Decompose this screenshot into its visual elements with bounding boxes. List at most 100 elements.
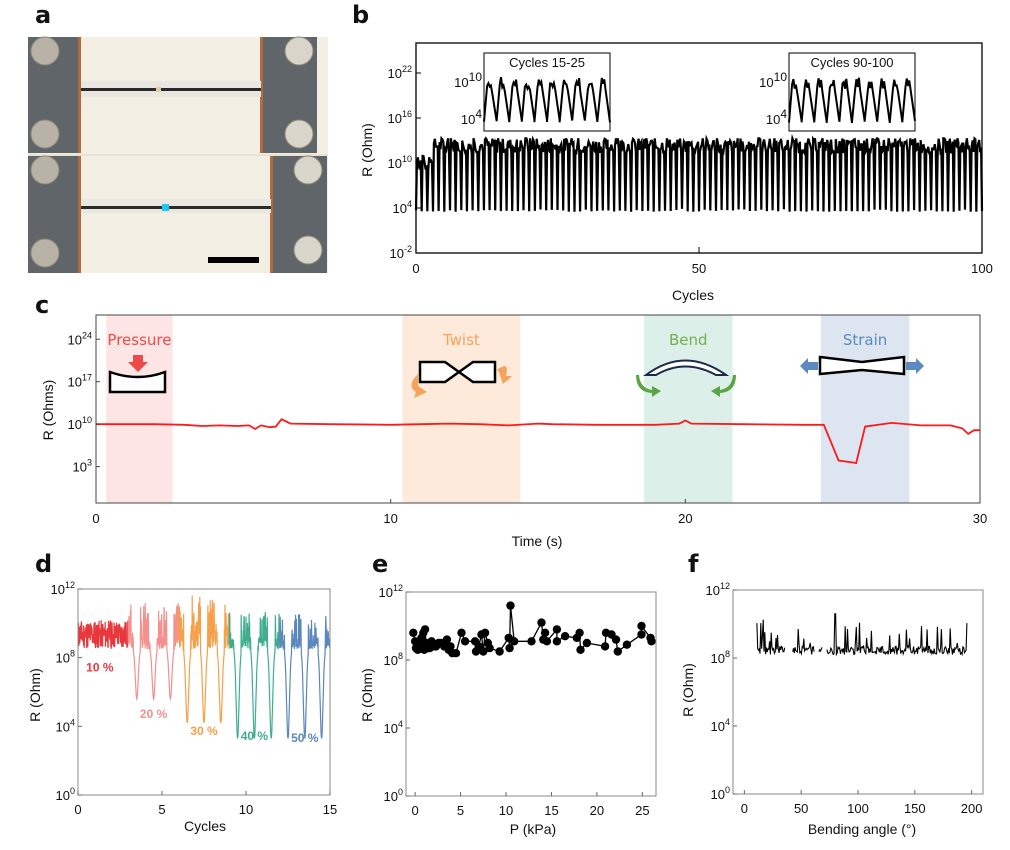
- c-xtick-label: 0: [92, 511, 99, 526]
- e-data-point: [460, 637, 470, 646]
- panel-label-a: a: [35, 1, 52, 29]
- c-ytick-label: 103: [73, 458, 92, 475]
- e-data-point: [637, 621, 646, 631]
- b-xtick-label: 100: [971, 261, 993, 276]
- e-data-point: [552, 625, 562, 634]
- b-inset-title: Cycles 15-25: [509, 55, 585, 70]
- panel-label-e: e: [372, 550, 389, 578]
- e-xtick-label: 5: [457, 803, 464, 818]
- e-data-point: [552, 637, 562, 646]
- d-xtick-label: 15: [323, 802, 337, 817]
- screw: [30, 155, 60, 185]
- e-ytick-label: 108: [384, 651, 403, 668]
- b-xtick-label: 50: [692, 261, 706, 276]
- d-series-3: [178, 595, 230, 724]
- panel-label-d: d: [35, 550, 53, 578]
- f-ytick-label: 104: [711, 717, 730, 734]
- screw: [284, 36, 314, 66]
- e-data-point: [560, 632, 570, 641]
- b-ytick-label: 1022: [388, 64, 412, 81]
- copper-strip: [78, 37, 81, 153]
- e-data-point: [637, 630, 646, 639]
- e-data-point: [510, 637, 519, 646]
- e-data-point: [479, 647, 488, 656]
- screw: [293, 235, 323, 265]
- e-data-point: [622, 640, 632, 649]
- e-ytick-label: 104: [384, 719, 403, 736]
- f-ytick-label: 100: [711, 785, 730, 802]
- e-data-point: [442, 635, 452, 644]
- d-legend-label: 50 %: [291, 731, 319, 745]
- b-ytick-label: 1010: [388, 154, 412, 171]
- e-xtick-label: 0: [411, 803, 418, 818]
- b-series-line: [414, 134, 984, 212]
- d-xtick-label: 10: [239, 802, 253, 817]
- e-data-point: [506, 601, 515, 610]
- e-data-point: [611, 635, 621, 644]
- d-xtick-label: 5: [158, 802, 165, 817]
- e-data-point: [542, 637, 552, 646]
- e-data-point: [582, 638, 592, 648]
- copper-strip: [260, 37, 263, 153]
- c-ytick-label: 1024: [68, 330, 92, 347]
- b-ylabel: R (Ohm): [359, 123, 375, 177]
- f-ylabel: R (Ohm): [680, 663, 696, 717]
- f-xlabel: Bending angle (°): [808, 821, 916, 837]
- d-xtick-label: 0: [74, 802, 81, 817]
- b-ytick-label: 1016: [388, 109, 412, 126]
- pressure-icon: [108, 355, 167, 394]
- f-xtick-label: 150: [904, 801, 926, 816]
- copper-strip: [270, 156, 273, 273]
- c-region-label-bend: Bend: [669, 331, 708, 349]
- f-xtick-label: 50: [794, 801, 808, 816]
- e-data-point: [505, 643, 514, 653]
- c-xtick-label: 10: [383, 511, 397, 526]
- strain-icon: [800, 355, 924, 376]
- c-series-line: [96, 418, 980, 465]
- e-data-point: [537, 618, 546, 627]
- b-inset-title: Cycles 90-100: [810, 55, 893, 70]
- e-data-point: [647, 637, 656, 646]
- d-xlabel: Cycles: [184, 818, 226, 834]
- plot-frame: [732, 589, 984, 795]
- f-xtick-label: 100: [847, 801, 869, 816]
- c-region-twist: [402, 315, 521, 503]
- e-data-point: [613, 647, 622, 656]
- e-data-point: [420, 625, 430, 634]
- plot-frame: [95, 314, 981, 504]
- scale-bar: [208, 257, 259, 263]
- c-xtick-label: 30: [973, 511, 987, 526]
- d-series-5: [279, 614, 331, 739]
- e-ytick-label: 100: [384, 787, 403, 804]
- e-xtick-label: 20: [590, 803, 604, 818]
- c-ytick-label: 1010: [68, 415, 92, 432]
- f-series-line: [756, 613, 968, 657]
- panel-label-f: f: [688, 550, 699, 578]
- b-xlabel: Cycles: [672, 287, 714, 303]
- e-data-point: [485, 643, 494, 653]
- e-data-point: [457, 628, 466, 637]
- e-ylabel: R (Ohm): [359, 668, 375, 722]
- photo-divider: [28, 154, 328, 156]
- f-xtick-label: 0: [741, 801, 748, 816]
- d-series-2: [127, 603, 180, 701]
- c-ylabel: R (Ohms): [40, 380, 56, 441]
- fiber-top: [81, 88, 261, 91]
- twist-icon: [411, 360, 512, 398]
- d-ylabel: R (Ohm): [27, 668, 43, 722]
- f-ytick-label: 1012: [706, 581, 730, 598]
- c-region-pressure: [106, 315, 173, 503]
- b-inset-2: Cycles 90-100 1010 104: [759, 52, 916, 132]
- panel-label-b: b: [352, 1, 370, 29]
- copper-strip: [78, 156, 81, 273]
- marker-bottom: [162, 204, 169, 211]
- f-xtick-label: 200: [961, 801, 983, 816]
- e-data-point: [600, 642, 610, 651]
- c-region-strain: [820, 315, 910, 503]
- d-ytick-label: 100: [56, 786, 75, 803]
- b-xtick-label: 0: [412, 261, 419, 276]
